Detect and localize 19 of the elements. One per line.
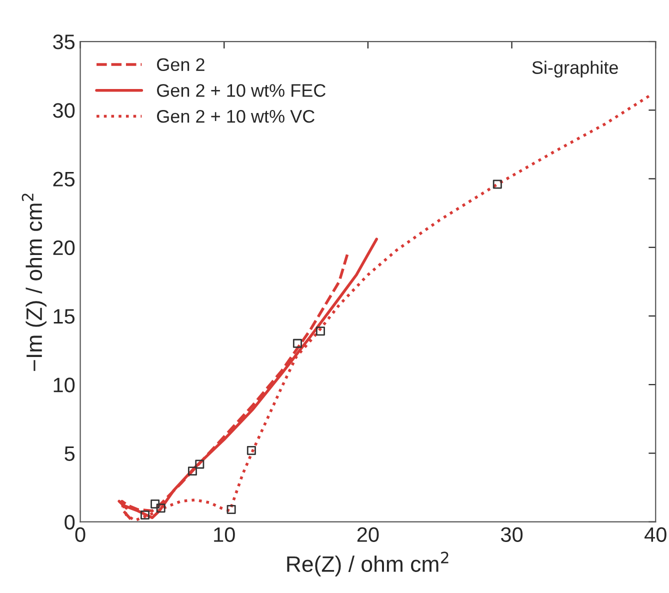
y-tick-label: 20 <box>53 240 75 256</box>
y-tick-label: 0 <box>64 514 75 530</box>
x-tick-label: 0 <box>75 527 86 542</box>
y-tick-label: 5 <box>64 446 75 461</box>
y-tick-label: 10 <box>54 378 75 392</box>
x-tick-label: 20 <box>357 527 379 542</box>
legend-label: Gen 2 + 10 wt% FEC <box>157 84 326 97</box>
x-tick-label: 40 <box>644 527 666 542</box>
annotation: Si-graphite <box>532 60 618 78</box>
legend-label: Gen 2 + 10 wt% VC <box>157 110 314 123</box>
legend-label: Gen 2 <box>157 58 204 72</box>
y-tick-label: 25 <box>53 172 75 186</box>
y-tick-label: 15 <box>54 309 75 324</box>
x-tick-label: 10 <box>214 527 235 542</box>
y-tick-label: 30 <box>53 103 75 118</box>
y-tick-label: 35 <box>53 34 75 50</box>
x-tick-label: 30 <box>500 527 523 542</box>
x-axis-title: Re(Z) / ohm cm$^{2}$ <box>287 552 448 576</box>
y-axis-title: −Im (Z) / ohm cm$^{2}$ <box>22 194 46 371</box>
